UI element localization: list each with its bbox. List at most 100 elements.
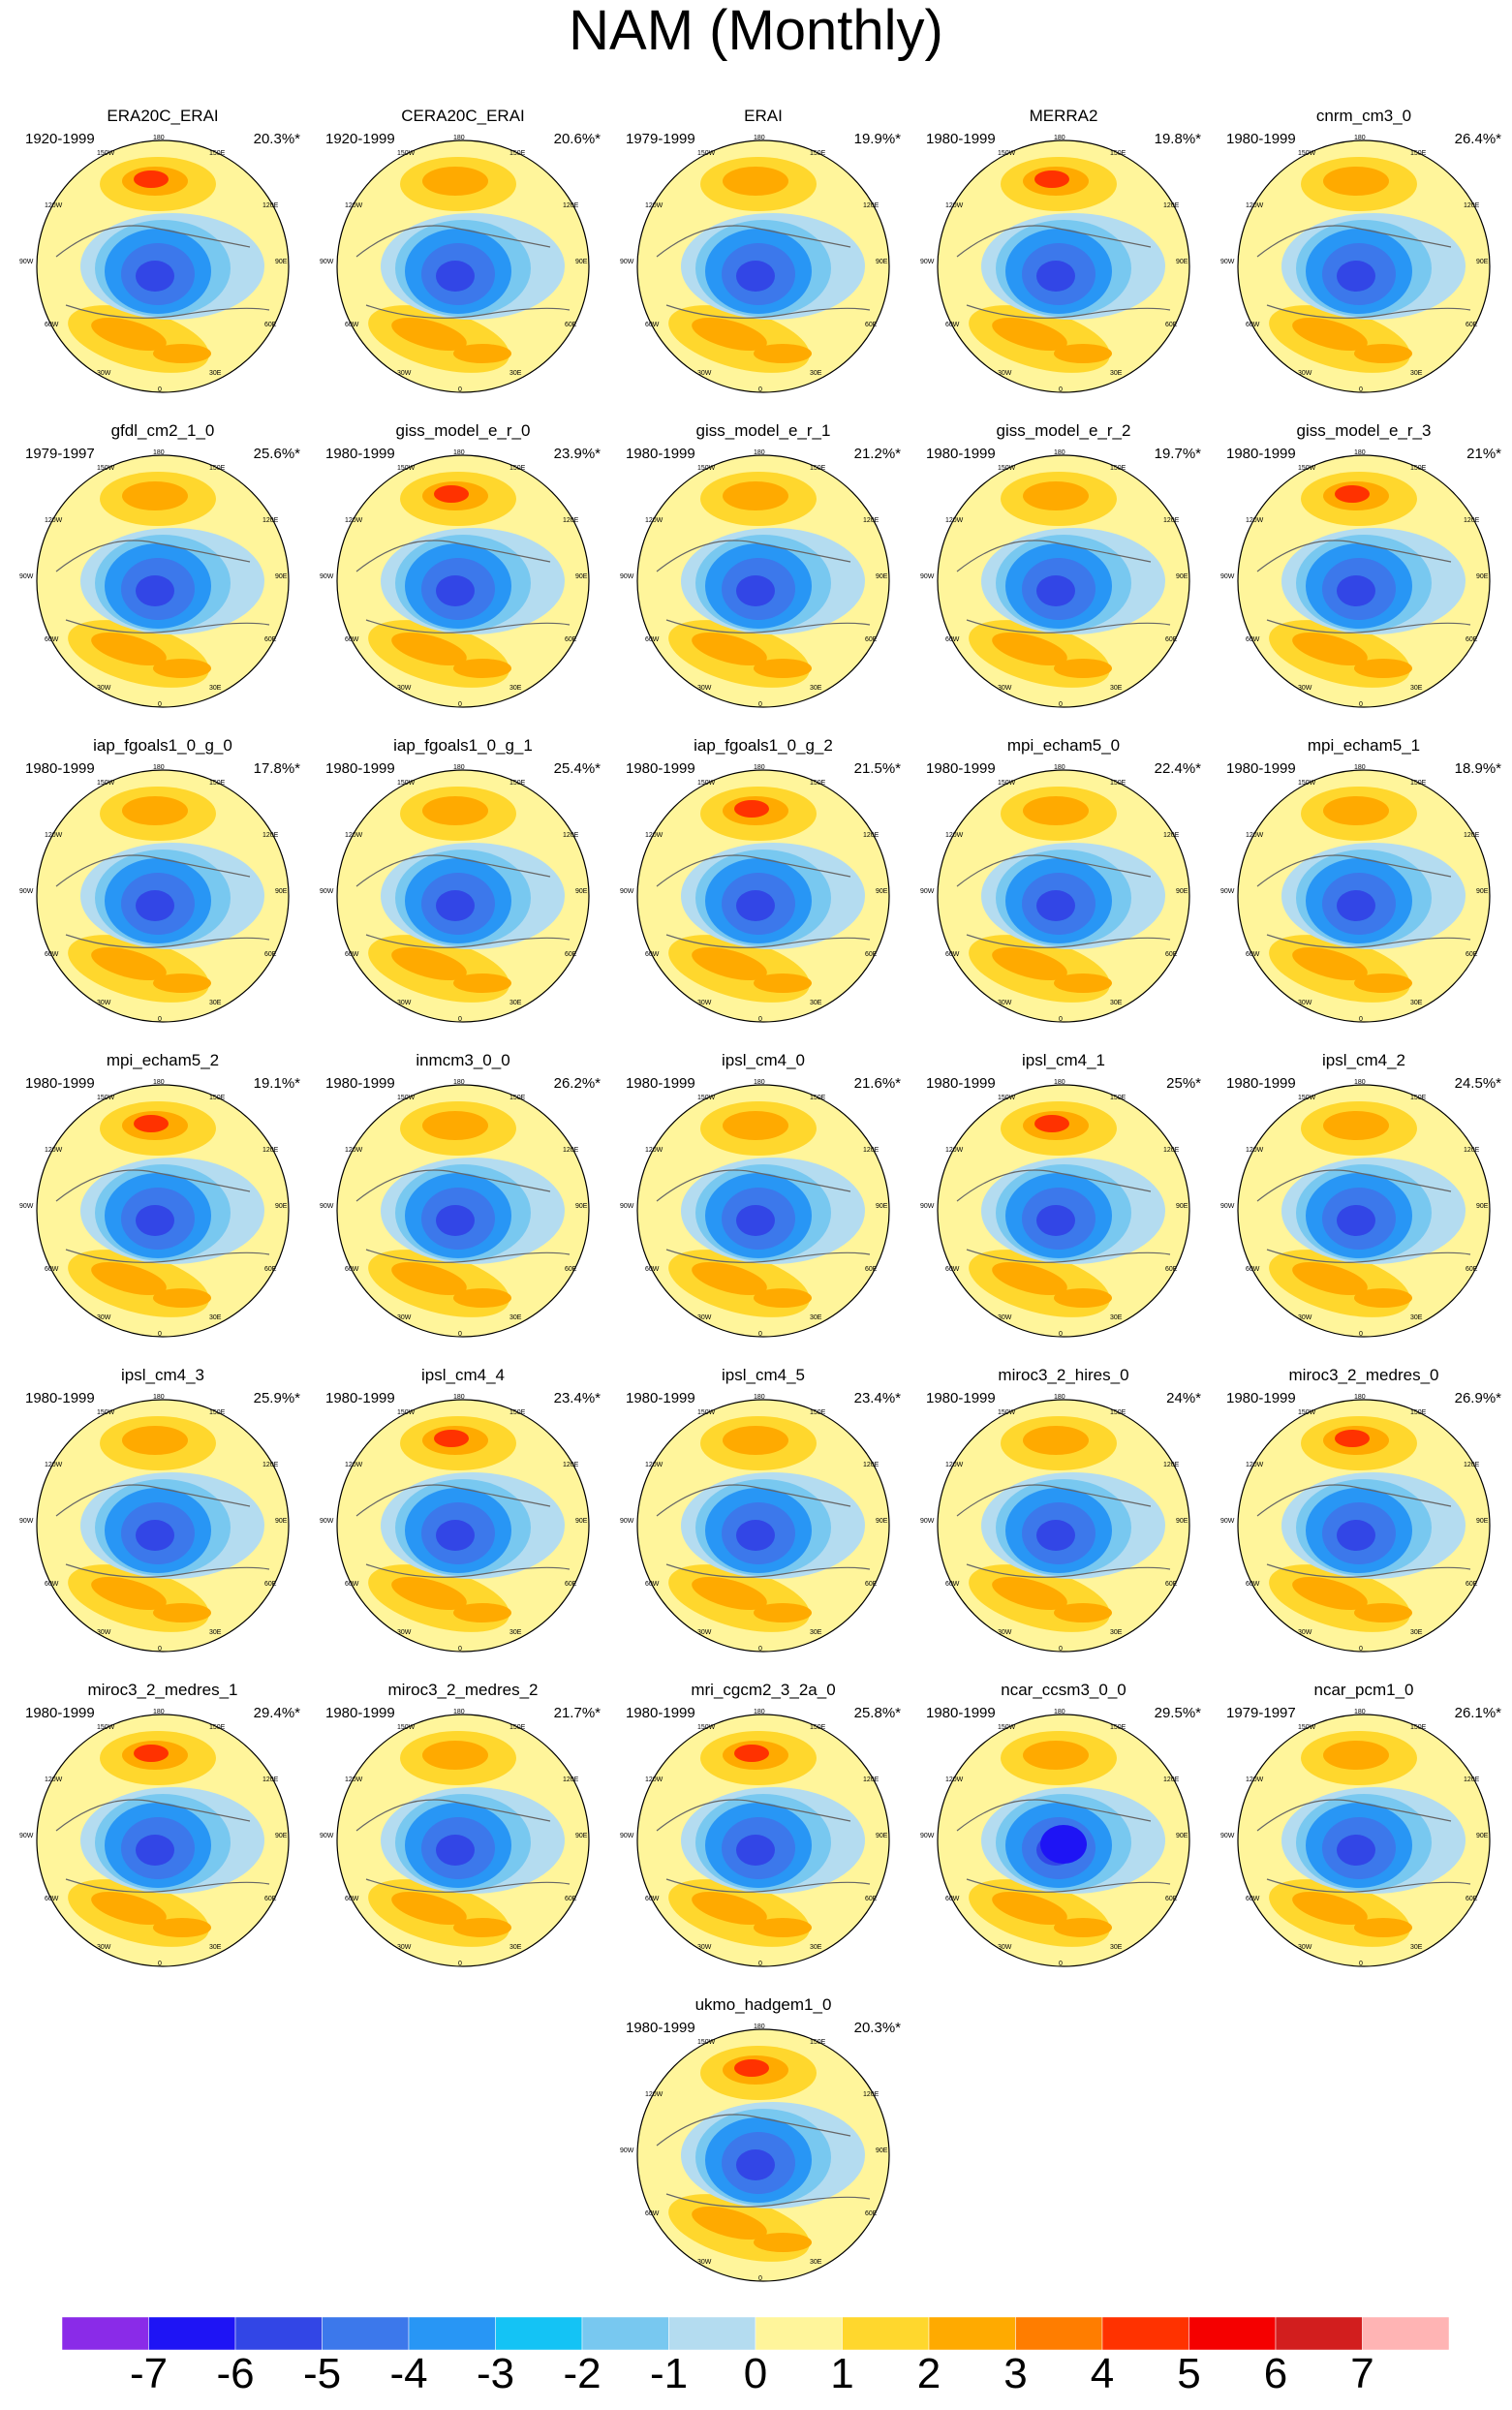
lon-label: 90W <box>19 888 34 895</box>
map-boundary <box>937 139 1190 393</box>
coastline <box>55 540 270 633</box>
lon-label: 120W <box>1246 1462 1264 1468</box>
lon-label: 120E <box>563 832 579 839</box>
panel-variance-percent: 23.9%* <box>553 446 601 462</box>
lon-label: 30E <box>810 685 822 692</box>
lon-label: 120E <box>863 1462 879 1468</box>
atlantic-high-contour <box>91 1261 167 1296</box>
atlantic-high-contour <box>153 1288 211 1308</box>
atlantic-high-contour <box>1292 1576 1368 1611</box>
polar-map: 180 150W 150E 120W 120E 90W 90E 60W 60E 30W 30E 0 <box>620 449 890 708</box>
lon-label: 30E <box>1410 685 1423 692</box>
lon-label: 150E <box>209 780 226 787</box>
coastline <box>55 1484 270 1578</box>
lon-label: 60W <box>345 1581 359 1588</box>
pacific-high-core <box>734 2059 769 2077</box>
atlantic-high-contour <box>1292 1891 1368 1926</box>
atlantic-high-contour <box>992 1261 1067 1296</box>
atlantic-high-contour <box>91 632 167 666</box>
lon-label: 120W <box>345 202 363 209</box>
colorbar-tick-label: 7 <box>1350 2350 1374 2397</box>
lon-label: 90E <box>275 1833 288 1839</box>
map-panel: ukmo_hadgem1_0 1980-1999 20.3%* 180 150W 150E… <box>618 1995 909 2291</box>
colorbar-tick-label: 2 <box>916 2350 941 2397</box>
polar-map: 180 150W 150E 120W 120E 90W 90E 60W 60E 30W 30E 0 <box>620 764 890 1023</box>
panel-variance-percent: 21.2%* <box>853 446 901 462</box>
lon-label: 60W <box>645 1896 660 1902</box>
panel-variance-percent: 26.2%* <box>553 1075 601 1092</box>
atlantic-high-contour <box>692 1576 767 1611</box>
polar-low-core <box>436 890 475 921</box>
panel-variance-percent: 24.5%* <box>1454 1075 1501 1092</box>
lon-label: 180 <box>754 1079 765 1086</box>
lon-label: 0 <box>458 1961 462 1967</box>
lon-label: 120E <box>563 202 579 209</box>
lon-label: 180 <box>754 135 765 141</box>
map-boundary <box>1237 454 1491 708</box>
lon-label: 60E <box>1466 636 1478 643</box>
lon-label: 150W <box>697 465 716 472</box>
colorbar-tick-label: -7 <box>129 2350 169 2397</box>
lon-label: 60E <box>1165 951 1178 958</box>
lon-label: 90E <box>1176 1518 1188 1525</box>
lon-label: 0 <box>158 386 162 393</box>
atlantic-high-contour <box>1354 344 1412 363</box>
lon-label: 150E <box>509 1409 526 1416</box>
panel-period: 1920-1999 <box>25 131 95 147</box>
lon-label: 30W <box>697 2259 712 2266</box>
colorbar-swatch <box>148 2317 236 2350</box>
panel-period: 1980-1999 <box>325 446 395 462</box>
lon-label: 30W <box>697 685 712 692</box>
map-boundary <box>1237 1399 1491 1653</box>
map-boundary <box>1237 769 1491 1023</box>
panel-period: 1979-1997 <box>1226 1705 1296 1721</box>
lon-label: 90E <box>275 1518 288 1525</box>
polar-low-core <box>1036 1520 1075 1551</box>
coastline <box>656 1799 871 1893</box>
atlantic-high-contour <box>1054 973 1112 993</box>
lon-label: 120E <box>863 1777 879 1783</box>
polar-map: 180 150W 150E 120W 120E 90W 90E 60W 60E 30W 30E 0 <box>1220 1079 1491 1338</box>
map-boundary <box>937 769 1190 1023</box>
polar-low-core <box>436 1520 475 1551</box>
panel-period: 1980-1999 <box>1226 131 1296 147</box>
panel-period: 1980-1999 <box>626 1705 695 1721</box>
lon-label: 30W <box>998 1629 1012 1636</box>
panel-title: mri_cgcm2_3_2a_0 <box>691 1681 836 1699</box>
colorbar-swatch <box>755 2317 843 2350</box>
lon-label: 30E <box>1110 1000 1123 1006</box>
lon-label: 60E <box>264 951 277 958</box>
lon-label: 120W <box>945 1777 964 1783</box>
polar-map: 180 150W 150E 120W 120E 90W 90E 60W 60E 30W 30E 0 <box>920 1079 1190 1338</box>
panel-title: ukmo_hadgem1_0 <box>694 1995 832 2014</box>
lon-label: 120E <box>262 517 279 524</box>
lon-label: 60E <box>264 1896 277 1902</box>
lon-label: 120E <box>563 1147 579 1154</box>
colorbar-tick-label: -5 <box>302 2350 342 2397</box>
panel-title: ipsl_cm4_4 <box>421 1366 505 1384</box>
atlantic-high-contour <box>1292 632 1368 666</box>
lon-label: 120W <box>1246 517 1264 524</box>
lon-label: 150W <box>998 780 1016 787</box>
lon-label: 30W <box>697 1000 712 1006</box>
lon-label: 60E <box>565 1266 577 1273</box>
lon-label: 150E <box>810 1095 826 1101</box>
lon-label: 90W <box>1220 1833 1235 1839</box>
lon-label: 60E <box>1165 322 1178 328</box>
map-panel: ERAI 1979-1999 19.9%* 180 150W 150E 120W 120E 90… <box>618 107 909 402</box>
panel-period: 1979-1999 <box>626 131 695 147</box>
atlantic-high-contour <box>153 659 211 678</box>
lon-label: 60W <box>1246 1896 1260 1902</box>
lon-label: 120W <box>345 832 363 839</box>
lon-label: 30W <box>397 685 412 692</box>
pacific-high-core <box>734 1745 769 1762</box>
lon-label: 180 <box>1054 1079 1065 1086</box>
panel-variance-percent: 24%* <box>1166 1390 1201 1406</box>
lon-label: 0 <box>1359 1961 1363 1967</box>
lon-label: 60E <box>865 2210 878 2217</box>
lon-label: 150E <box>209 1409 226 1416</box>
polar-low-core <box>1337 1205 1375 1236</box>
panel-period: 1980-1999 <box>25 1390 95 1406</box>
lon-label: 90W <box>320 888 334 895</box>
lon-label: 150E <box>1110 1095 1126 1101</box>
